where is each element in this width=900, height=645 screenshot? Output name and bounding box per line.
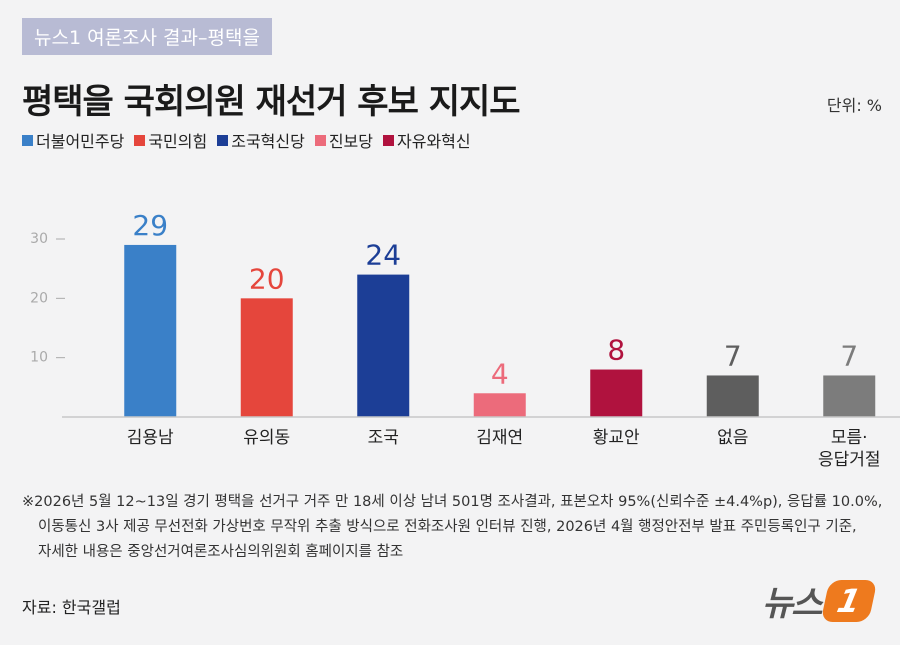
bar [240,298,293,417]
legend-swatch [22,134,33,146]
source: 자료: 한국갤럽 [22,598,121,617]
bar [590,369,643,417]
x-tick-label: 유의동 [243,428,291,448]
logo: 뉴스 1 [762,576,878,625]
value-label: 29 [132,209,168,242]
x-tick-label: 조국 [367,428,399,448]
x-tick-label: 김재연 [476,428,524,448]
value-label: 7 [724,339,742,372]
legend-item: 진보당 [314,128,373,152]
legend-swatch [217,134,229,146]
legend-label: 자유와혁신 [397,132,471,151]
bar [473,393,526,417]
value-label: 20 [249,262,285,295]
bar [357,274,410,417]
legend-swatch [383,134,394,146]
legend: 더불어민주당 국민의힘 조국혁신당 진보당 자유와혁신 [22,128,471,152]
footnote: ※2026년 5월 12~13일 경기 평택을 선거구 거주 만 18세 이상 … [22,490,882,565]
legend-item: 더불어민주당 [22,128,124,152]
legend-label: 조국혁신당 [231,132,305,151]
legend-label: 국민의힘 [148,132,208,151]
unit-label: 단위: % [826,96,882,115]
x-tick-label: 없음 [717,428,749,448]
legend-item: 자유와혁신 [383,128,471,152]
value-label: 8 [607,334,625,367]
x-tick-label: 모름· 응답거절 [817,428,881,470]
footnote-line: ※2026년 5월 12~13일 경기 평택을 선거구 거주 만 18세 이상 … [22,494,883,510]
x-tick-label: 김용남 [126,428,174,448]
legend-label: 더불어민주당 [36,132,125,151]
value-label: 4 [491,357,509,390]
legend-item: 조국혁신당 [217,128,305,152]
header-tag: 뉴스1 여론조사 결과–평택을 [22,18,272,55]
legend-item: 국민의힘 [134,128,207,152]
footnote-line: 이동통신 3사 제공 무선전화 가상번호 무작위 추출 방식으로 전화조사원 인… [38,519,857,535]
legend-label: 진보당 [328,132,373,151]
chart-title: 평택을 국회의원 재선거 후보 지지도 [22,82,521,122]
bar [706,375,759,417]
legend-swatch [134,134,146,146]
y-tick-label: 20 [30,290,48,306]
value-label: 7 [840,339,858,372]
logo-mark: 1 [820,579,878,622]
value-label: 24 [365,239,401,272]
y-tick-label: 10 [30,350,48,366]
bar [124,244,177,417]
x-tick-label: 황교안 [592,428,640,448]
legend-swatch [314,134,326,146]
y-tick-label: 30 [30,231,48,247]
footnote-line: 자세한 내용은 중앙선거여론조사심의위원회 홈페이지를 참조 [38,544,404,560]
logo-text: 뉴스 [762,584,823,624]
bar [823,375,876,417]
